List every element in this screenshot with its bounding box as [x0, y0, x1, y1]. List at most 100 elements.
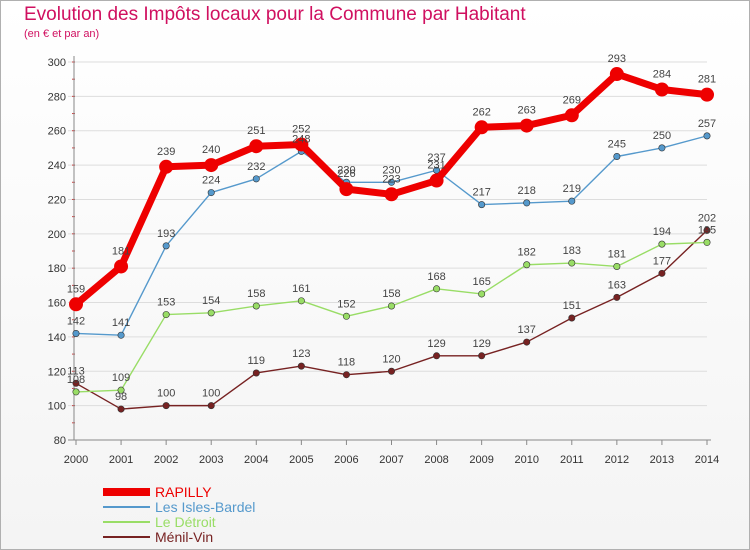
x-tick-label: 2007 — [379, 454, 403, 466]
data-point-le-d-troit — [252, 302, 260, 310]
data-point-m-nil-vin — [342, 371, 350, 379]
y-tick-label: 200 — [48, 229, 66, 241]
data-label-layer: 159 181 239 240 251 252 226 223 231 262 263 269 293 2… — [67, 53, 716, 403]
data-label-rapilly: 293 — [608, 53, 626, 65]
data-point-m-nil-vin — [117, 405, 125, 413]
data-point-le-d-troit — [387, 302, 395, 310]
data-point-rapilly — [114, 259, 129, 274]
data-label-rapilly: 252 — [292, 123, 310, 135]
data-point-les-isles-bardel — [252, 175, 260, 183]
data-point-m-nil-vin — [387, 367, 395, 375]
data-point-rapilly — [159, 159, 174, 174]
chart-subtitle: (en € et par an) — [24, 28, 100, 40]
data-label-le-d-troit: 153 — [157, 297, 175, 309]
data-point-m-nil-vin — [658, 269, 666, 277]
data-label-rapilly: 159 — [67, 283, 85, 295]
data-label-le-d-troit: 154 — [202, 295, 220, 307]
data-point-le-d-troit — [478, 290, 486, 298]
data-point-le-d-troit — [568, 259, 576, 267]
data-label-le-d-troit: 182 — [518, 247, 536, 259]
data-label-les-isles-bardel: 230 — [382, 164, 400, 176]
data-label-le-d-troit: 161 — [292, 283, 310, 295]
data-label-rapilly: 263 — [518, 105, 536, 117]
data-point-rapilly — [204, 158, 219, 173]
data-point-rapilly — [609, 67, 624, 82]
data-point-m-nil-vin — [478, 352, 486, 360]
x-tick-label: 2005 — [289, 454, 313, 466]
data-point-rapilly — [654, 82, 669, 97]
data-label-m-nil-vin: 177 — [653, 255, 671, 267]
data-point-m-nil-vin — [433, 352, 441, 360]
data-label-rapilly: 226 — [337, 168, 355, 180]
data-label-les-isles-bardel: 237 — [427, 152, 445, 164]
data-point-m-nil-vin — [72, 379, 80, 387]
x-tick-label: 2003 — [199, 454, 223, 466]
data-label-les-isles-bardel: 141 — [112, 317, 130, 329]
x-tick-label: 2008 — [424, 454, 448, 466]
x-tick-label: 2001 — [109, 454, 133, 466]
data-label-rapilly: 251 — [247, 125, 265, 137]
data-label-les-isles-bardel: 245 — [608, 139, 626, 151]
data-label-le-d-troit: 168 — [427, 271, 445, 283]
axis-layer: 80 100 120 140 160 180 200 220 240 260 280 300 2000 2… — [48, 56, 719, 466]
series-layer — [69, 67, 714, 413]
data-point-rapilly — [384, 187, 399, 202]
data-label-m-nil-vin: 129 — [472, 338, 490, 350]
y-tick-label: 160 — [48, 298, 66, 310]
data-label-les-isles-bardel: 218 — [518, 185, 536, 197]
y-tick-label: 260 — [48, 126, 66, 138]
data-label-les-isles-bardel: 257 — [698, 118, 716, 130]
data-label-m-nil-vin: 100 — [202, 388, 220, 400]
data-label-rapilly: 281 — [698, 74, 716, 86]
data-label-le-d-troit: 183 — [563, 245, 581, 257]
x-tick-label: 2012 — [605, 454, 629, 466]
data-label-le-d-troit: 158 — [382, 288, 400, 300]
legend-label-le-d-troit: Le Détroit — [155, 514, 216, 530]
data-point-le-d-troit — [207, 309, 215, 317]
data-point-m-nil-vin — [207, 402, 215, 410]
data-label-les-isles-bardel: 224 — [202, 175, 220, 187]
data-point-les-isles-bardel — [568, 197, 576, 205]
data-label-les-isles-bardel: 193 — [157, 228, 175, 240]
data-label-rapilly: 223 — [382, 173, 400, 185]
data-point-le-d-troit — [297, 297, 305, 305]
data-label-rapilly: 240 — [202, 144, 220, 156]
data-label-le-d-troit: 152 — [337, 298, 355, 310]
data-point-le-d-troit — [703, 238, 711, 246]
y-tick-label: 300 — [48, 57, 66, 69]
data-label-m-nil-vin: 151 — [563, 300, 581, 312]
data-point-le-d-troit — [72, 388, 80, 396]
x-tick-label: 2004 — [244, 454, 268, 466]
data-point-le-d-troit — [117, 386, 125, 394]
y-tick-label: 220 — [48, 194, 66, 206]
y-tick-label: 100 — [48, 401, 66, 413]
data-point-m-nil-vin — [703, 226, 711, 234]
data-label-m-nil-vin: 202 — [698, 212, 716, 224]
data-label-le-d-troit: 194 — [653, 226, 671, 238]
data-point-les-isles-bardel — [703, 132, 711, 140]
data-label-le-d-troit: 109 — [112, 372, 130, 384]
y-tick-label: 140 — [48, 332, 66, 344]
data-label-rapilly: 284 — [653, 68, 671, 80]
data-label-m-nil-vin: 113 — [67, 365, 85, 377]
y-tick-label: 180 — [48, 263, 66, 275]
data-label-le-d-troit: 195 — [698, 224, 716, 236]
data-label-les-isles-bardel: 248 — [292, 133, 310, 145]
data-label-rapilly: 269 — [563, 94, 581, 106]
data-point-rapilly — [474, 120, 489, 135]
data-point-m-nil-vin — [252, 369, 260, 377]
data-point-m-nil-vin — [613, 293, 621, 301]
data-label-les-isles-bardel: 142 — [67, 315, 85, 327]
data-label-m-nil-vin: 137 — [518, 324, 536, 336]
data-point-les-isles-bardel — [117, 331, 125, 339]
data-label-rapilly: 262 — [472, 106, 490, 118]
data-label-le-d-troit: 165 — [472, 276, 490, 288]
data-point-les-isles-bardel — [478, 201, 486, 209]
data-point-le-d-troit — [613, 262, 621, 270]
data-label-rapilly: 239 — [157, 146, 175, 158]
data-label-m-nil-vin: 119 — [248, 355, 266, 367]
x-tick-label: 2013 — [650, 454, 674, 466]
data-label-les-isles-bardel: 250 — [653, 130, 671, 142]
